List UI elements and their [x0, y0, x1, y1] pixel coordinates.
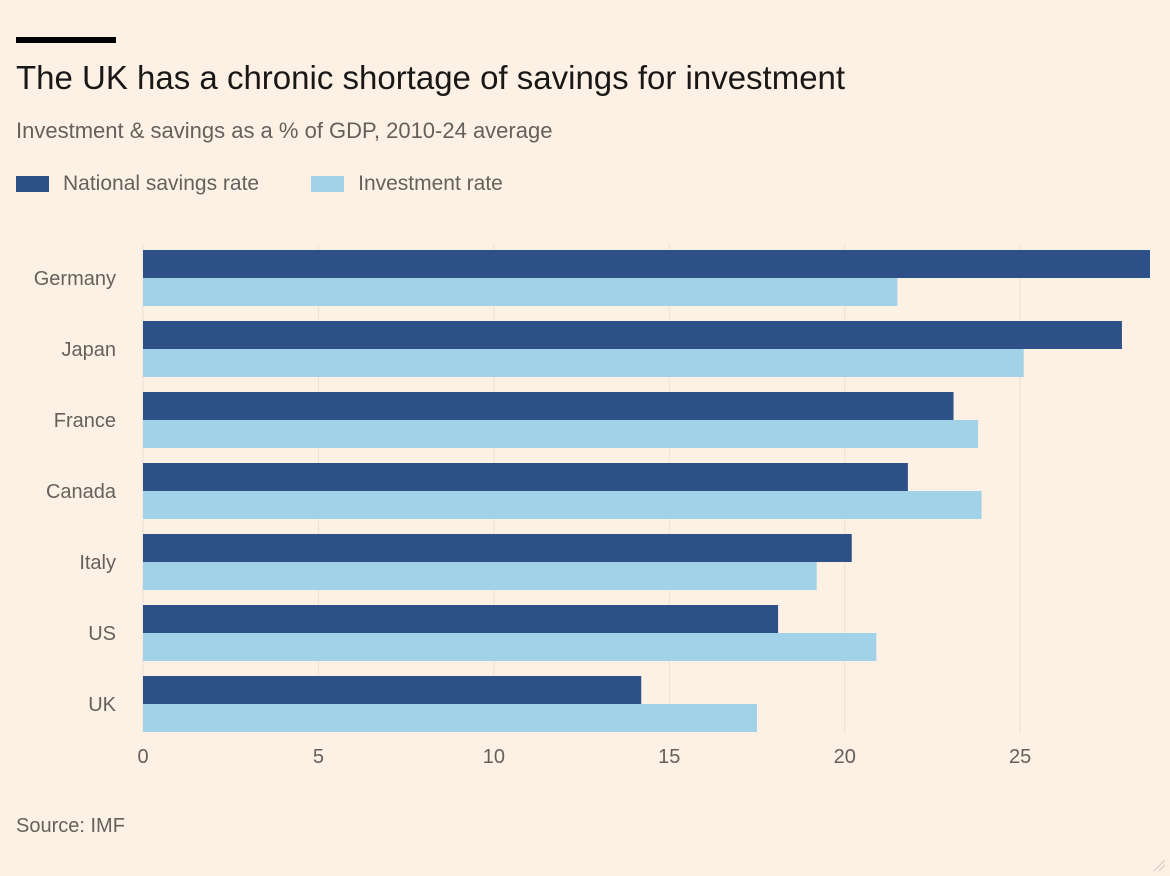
category-label-us: US — [88, 623, 116, 645]
legend-item-savings: National savings rate — [16, 172, 259, 196]
x-tick-label-0: 0 — [137, 746, 148, 768]
legend: National savings rate Investment rate — [16, 170, 555, 198]
bar-italy-savings — [143, 534, 852, 562]
bar-us-savings — [143, 605, 779, 633]
bar-uk-savings — [143, 676, 642, 704]
x-tick-label-25: 25 — [1009, 746, 1031, 768]
category-label-japan: Japan — [62, 339, 117, 361]
category-label-france: France — [54, 410, 116, 432]
x-tick-labels: 0 5 10 15 20 25 — [137, 746, 1031, 768]
bar-japan-investment — [143, 349, 1024, 377]
source-note: Source: IMF — [16, 815, 125, 837]
bar-germany-savings — [143, 250, 1150, 278]
category-label-italy: Italy — [79, 552, 116, 574]
legend-label-savings: National savings rate — [63, 172, 260, 195]
category-label-canada: Canada — [46, 481, 117, 503]
legend-item-investment: Investment rate — [311, 172, 503, 196]
legend-swatch-investment — [311, 176, 345, 192]
legend-label-investment: Investment rate — [358, 172, 503, 195]
bar-chart: Germany Japan France Canada Italy US UK 0 5 10 15… — [34, 244, 1150, 768]
bar-france-savings — [143, 392, 954, 420]
x-tick-label-20: 20 — [834, 746, 856, 768]
x-tick-label-15: 15 — [658, 746, 680, 768]
resize-grip-icon[interactable] — [1152, 858, 1166, 872]
bar-canada-savings — [143, 463, 908, 491]
bar-germany-investment — [143, 278, 898, 306]
bar-uk-investment — [143, 704, 758, 732]
category-labels: Germany Japan France Canada Italy US UK — [34, 268, 117, 716]
bar-italy-investment — [143, 562, 817, 590]
bars — [143, 250, 1150, 732]
top-rule — [16, 37, 116, 43]
bar-us-investment — [143, 633, 877, 661]
chart-subtitle: Investment & savings as a % of GDP, 2010… — [16, 118, 553, 143]
legend-swatch-savings — [16, 176, 49, 192]
bar-canada-investment — [143, 491, 982, 519]
category-label-uk: UK — [88, 694, 116, 716]
x-tick-label-10: 10 — [483, 746, 505, 768]
chart-title: The UK has a chronic shortage of savings… — [16, 59, 846, 96]
bar-japan-savings — [143, 321, 1122, 349]
bar-france-investment — [143, 420, 979, 448]
category-label-germany: Germany — [34, 268, 116, 290]
x-tick-label-5: 5 — [313, 746, 324, 768]
